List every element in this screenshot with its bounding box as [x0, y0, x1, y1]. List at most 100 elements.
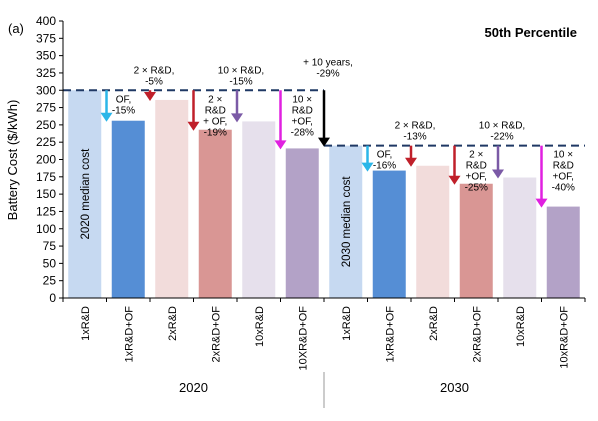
- bar-7: [372, 170, 406, 298]
- arrow-label-0-1: -15%: [112, 105, 135, 116]
- arrow-8: 2 ×R&D+OF,-25%: [448, 145, 488, 194]
- arrow-5: + 10 years,-29%: [303, 57, 353, 147]
- bar-6: [329, 145, 363, 298]
- arrow-label-9-1: -22%: [490, 132, 513, 143]
- x-tick-label-2: 2xR&D: [167, 306, 179, 341]
- arrow-head-8: [448, 175, 461, 185]
- arrow-label-6-0: OF,: [377, 150, 393, 161]
- x-tick-label-8: 2xR&D: [428, 306, 440, 341]
- y-tick-label-14: 350: [36, 49, 56, 63]
- arrow-label-4-2: +OF,: [292, 116, 313, 127]
- arrow-3: 10 × R&D,-15%: [218, 65, 264, 123]
- bar-inner-label-1: 2030 median cost: [341, 176, 353, 268]
- bar-11: [546, 206, 580, 298]
- y-tick-label-2: 50: [43, 256, 57, 270]
- y-tick-label-10: 250: [36, 118, 56, 132]
- arrow-label-5-1: -29%: [316, 68, 339, 79]
- y-tick-label-15: 375: [36, 31, 56, 45]
- bar-4: [242, 121, 276, 298]
- arrow-10: 10 ×R&D+OF,-40%: [535, 145, 575, 208]
- arrow-label-2-0: 2 ×: [208, 94, 222, 105]
- arrow-head-4: [274, 140, 287, 150]
- bar-9: [459, 183, 493, 298]
- arrow-label-7-1: -13%: [403, 132, 426, 143]
- y-tick-label-11: 275: [36, 101, 56, 115]
- arrow-head-5: [318, 137, 330, 147]
- arrow-head-9: [492, 169, 504, 179]
- group-label-0: 2020: [179, 380, 208, 395]
- arrow-label-3-0: 10 × R&D,: [218, 65, 264, 76]
- arrow-label-10-3: -40%: [552, 183, 575, 194]
- bar-1: [111, 120, 145, 298]
- arrow-7: 2 × R&D,-13%: [395, 121, 436, 167]
- bar-3: [198, 129, 232, 298]
- bar-5: [285, 148, 319, 298]
- arrow-label-9-0: 10 × R&D,: [479, 121, 525, 132]
- x-tick-label-3: 2xR&D+OF: [210, 306, 222, 363]
- arrow-label-8-3: -25%: [465, 183, 488, 194]
- x-tick-label-11: 10xR&D+OF: [558, 306, 570, 369]
- panel-label: (a): [8, 21, 24, 36]
- x-tick-label-5: 10XR&D+OF: [297, 306, 309, 371]
- arrow-label-2-1: R&D: [205, 105, 226, 116]
- x-tick-label-0: 1xR&D: [80, 306, 92, 341]
- y-tick-label-4: 100: [36, 222, 56, 236]
- y-tick-label-6: 150: [36, 187, 56, 201]
- bar-10: [503, 177, 537, 298]
- arrow-label-7-0: 2 × R&D,: [395, 121, 436, 132]
- y-tick-label-13: 325: [36, 66, 56, 80]
- y-tick-label-3: 75: [43, 239, 57, 253]
- arrow-2: 2 ×R&D+ OF,-19%: [187, 90, 227, 138]
- group-label-1: 2030: [440, 380, 469, 395]
- arrow-label-4-3: -28%: [291, 127, 314, 138]
- arrow-label-4-0: 10 ×: [292, 94, 312, 105]
- arrow-head-0: [100, 112, 113, 122]
- y-tick-label-5: 125: [36, 204, 56, 218]
- arrow-9: 10 × R&D,-22%: [479, 121, 525, 179]
- x-tick-label-6: 1xR&D: [341, 306, 353, 341]
- arrow-label-2-3: -19%: [204, 127, 227, 138]
- x-tick-label-9: 2xR&D+OF: [471, 306, 483, 363]
- arrow-head-6: [361, 162, 374, 172]
- arrow-label-1-1: -5%: [145, 76, 163, 87]
- arrow-label-10-2: +OF,: [553, 172, 574, 183]
- arrow-label-10-1: R&D: [553, 161, 574, 172]
- arrow-label-8-0: 2 ×: [469, 150, 483, 161]
- y-axis-label: Battery Cost ($/kWh): [5, 100, 20, 221]
- y-tick-label-9: 225: [36, 135, 56, 149]
- arrow-label-0-0: OF,: [116, 94, 132, 105]
- arrow-head-3: [231, 113, 243, 123]
- bar-2: [155, 99, 189, 298]
- bars-layer: 2020 median cost 2030 median cost: [68, 90, 580, 298]
- arrow-label-3-1: -15%: [229, 76, 252, 87]
- arrow-head-10: [535, 198, 548, 208]
- arrow-head-7: [405, 157, 417, 167]
- arrow-head-2: [187, 121, 200, 131]
- bar-inner-label-0: 2020 median cost: [80, 148, 92, 240]
- y-tick-label-7: 175: [36, 170, 56, 184]
- arrow-label-1-0: 2 × R&D,: [134, 65, 175, 76]
- arrow-label-8-2: +OF,: [466, 172, 487, 183]
- bar-0: [68, 90, 102, 298]
- x-tick-label-1: 1xR&D+OF: [123, 306, 135, 363]
- arrows-layer: OF,-15%2 × R&D,-5%2 ×R&D+ OF,-19%10 × R&…: [100, 57, 575, 208]
- arrow-1: 2 × R&D,-5%: [134, 65, 175, 101]
- x-tick-label-4: 10xR&D: [254, 306, 266, 347]
- arrow-4: 10 ×R&D+OF,-28%: [274, 90, 314, 150]
- y-tick-label-1: 25: [43, 274, 57, 288]
- axes-layer: 0 25 50 75 100 125 150 175 200 225 250 275 300 325 350…: [36, 14, 586, 408]
- arrow-0: OF,-15%: [100, 90, 135, 122]
- y-tick-label-12: 300: [36, 83, 56, 97]
- x-tick-label-10: 10xR&D: [515, 306, 527, 347]
- y-tick-label-8: 200: [36, 153, 56, 167]
- bar-8: [416, 165, 450, 298]
- y-tick-label-0: 0: [49, 291, 56, 305]
- arrow-label-6-1: -16%: [373, 161, 396, 172]
- arrow-label-4-1: R&D: [292, 105, 313, 116]
- arrow-head-1: [144, 91, 156, 101]
- arrow-6: OF,-16%: [361, 145, 396, 172]
- chart-title: 50th Percentile: [485, 25, 578, 40]
- y-tick-label-16: 400: [36, 14, 56, 28]
- x-tick-label-7: 1xR&D+OF: [384, 306, 396, 363]
